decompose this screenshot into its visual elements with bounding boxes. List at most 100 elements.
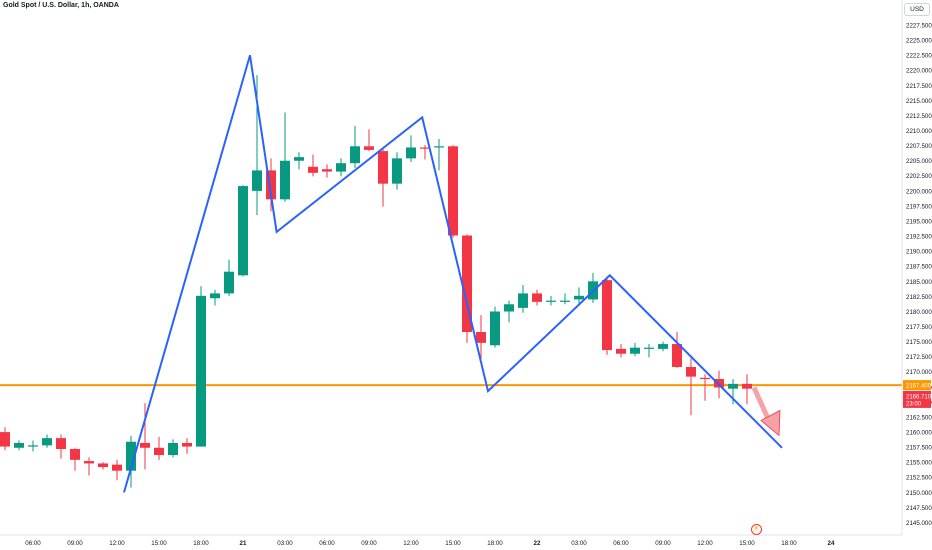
candle-body — [56, 438, 66, 449]
candle-body — [14, 442, 24, 448]
candle — [672, 332, 682, 369]
candle-body — [70, 448, 80, 460]
y-tick-label: 2207.500 — [906, 143, 932, 150]
time-axis[interactable]: 06:00 09:00 12:00 15:00 18:00 21 03:00 06:00 09:… — [0, 534, 902, 547]
y-tick-label: 2220.000 — [906, 68, 932, 75]
zigzag-pattern[interactable] — [123, 54, 783, 493]
candle-body — [378, 151, 388, 184]
candle-body — [294, 157, 304, 161]
candle — [518, 284, 528, 313]
y-tick-label: 2157.500 — [906, 445, 932, 452]
candle-body — [728, 383, 738, 389]
x-tick-label: 18:00 — [193, 540, 209, 547]
candle-body — [546, 300, 556, 302]
candle-body — [504, 304, 514, 312]
x-tick-label: 06:00 — [319, 540, 335, 547]
candle-body — [84, 461, 94, 464]
candle-body — [658, 344, 668, 349]
candle — [364, 129, 374, 152]
candle-body — [336, 163, 346, 172]
y-tick-label: 2177.500 — [906, 324, 932, 331]
x-tick-label: 22 — [534, 540, 541, 547]
x-tick-label: 24 — [828, 540, 835, 547]
candle — [630, 342, 640, 357]
candle — [56, 434, 66, 459]
candle — [546, 295, 556, 306]
candle — [182, 438, 192, 454]
x-tick-label: 06:00 — [25, 540, 41, 547]
candle-body — [644, 347, 654, 349]
timezone-icon[interactable]: ⚡ — [751, 524, 762, 535]
candle-body — [308, 166, 318, 173]
candle-body — [224, 271, 234, 294]
candle — [98, 462, 108, 470]
candle — [224, 259, 234, 296]
candle — [644, 344, 654, 358]
candle-body — [602, 280, 612, 351]
candle-body — [630, 347, 640, 354]
currency-button[interactable]: USD — [904, 3, 930, 16]
candle — [686, 358, 696, 416]
candle — [420, 145, 430, 160]
candle — [168, 439, 178, 458]
candle-body — [560, 300, 570, 302]
price-axis[interactable]: 2145.000 2147.500 2150.000 2152.500 2155.000… — [901, 0, 932, 535]
y-tick-label: 2225.000 — [906, 38, 932, 45]
candle-body — [532, 293, 542, 302]
y-tick-label: 2215.000 — [906, 98, 932, 105]
candle-body — [126, 441, 136, 471]
candle — [742, 374, 752, 405]
y-tick-label: 2182.500 — [906, 294, 932, 301]
candle — [560, 293, 570, 305]
candle — [504, 300, 514, 323]
candle — [378, 148, 388, 207]
pattern-line — [123, 54, 783, 493]
candle-body — [168, 442, 178, 456]
y-tick-label: 2150.000 — [906, 490, 932, 497]
candle-body — [714, 379, 724, 388]
y-tick-label: 2180.000 — [906, 309, 932, 316]
candle — [70, 447, 80, 471]
y-tick-label: 2152.500 — [906, 475, 932, 482]
candle-body — [0, 432, 10, 447]
candle-body — [406, 147, 416, 159]
candle — [322, 164, 332, 178]
down-arrow-icon[interactable] — [751, 386, 781, 437]
candle — [448, 145, 458, 238]
candle — [126, 435, 136, 488]
candle — [616, 344, 626, 358]
candle — [490, 306, 500, 348]
x-tick-label: 03:00 — [571, 540, 587, 547]
y-tick-label: 2200.000 — [906, 188, 932, 195]
last-price-box — [903, 390, 931, 408]
level-price-label: 2167.400 — [906, 384, 932, 390]
y-tick-label: 2187.500 — [906, 264, 932, 271]
candle — [42, 434, 52, 448]
candle — [658, 341, 668, 352]
candle-body — [518, 293, 528, 308]
x-tick-label: 12:00 — [403, 540, 419, 547]
candle-body — [420, 147, 430, 149]
y-tick-label: 2205.000 — [906, 158, 932, 165]
candle-body — [266, 170, 276, 200]
candle — [602, 276, 612, 355]
y-tick-label: 2172.500 — [906, 354, 932, 361]
candle-body — [742, 383, 752, 389]
candle — [84, 457, 94, 476]
candle — [140, 403, 150, 470]
x-tick-label: 12:00 — [109, 540, 125, 547]
y-tick-label: 2212.500 — [906, 113, 932, 120]
candle — [392, 152, 402, 190]
y-tick-label: 2170.000 — [906, 369, 932, 376]
candle-body — [252, 170, 262, 191]
candle-body — [154, 447, 164, 456]
candle — [574, 287, 584, 305]
candle-body — [196, 295, 206, 447]
y-tick-label: 2155.000 — [906, 460, 932, 467]
candle-body — [448, 146, 458, 236]
candle — [476, 315, 486, 360]
y-tick-label: 2192.500 — [906, 234, 932, 241]
candle — [266, 158, 276, 212]
